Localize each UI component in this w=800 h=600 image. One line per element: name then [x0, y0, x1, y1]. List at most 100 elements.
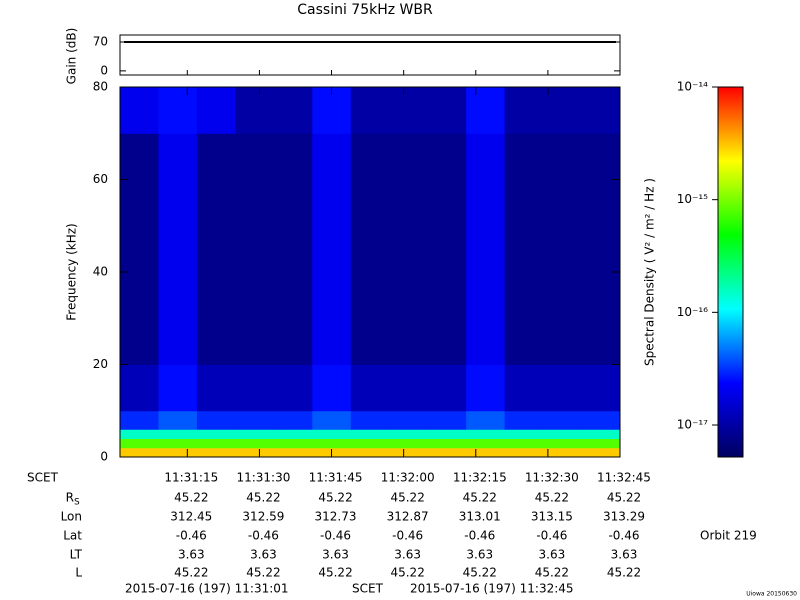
ephemeris-value: 11:31:45 [309, 471, 363, 485]
row-label: LT [70, 548, 83, 562]
spectrogram-cell [196, 438, 236, 449]
spectrogram-cell [389, 133, 429, 180]
colorbar-tick-label: 10⁻¹⁵ [677, 192, 708, 206]
spectrogram-cell [427, 410, 467, 430]
ephemeris-value: -0.46 [536, 529, 567, 543]
spectrogram-cell [312, 429, 352, 439]
orbit-label: Orbit 219 [700, 529, 757, 543]
row-label: Lat [63, 529, 82, 543]
gain-tick-label: 70 [93, 35, 108, 49]
spectrogram-cell [120, 133, 159, 180]
spectrogram-cell [350, 410, 390, 430]
spectrogram-cell [581, 179, 621, 273]
spectrogram-cell [581, 429, 621, 439]
gain-tick-label: 0 [100, 63, 108, 77]
ephemeris-value: 45.22 [318, 566, 352, 580]
spectrogram-cell [312, 133, 352, 180]
ephemeris-value: -0.46 [464, 529, 495, 543]
y-tick-label: 0 [100, 450, 108, 464]
spectrogram-cell [543, 429, 583, 439]
ephemeris-value: 3.63 [466, 548, 493, 562]
y-axis-label: Frequency (kHz) [65, 223, 79, 320]
spectrogram-cell [427, 438, 467, 449]
spectrogram-cell [427, 87, 467, 134]
spectrogram-cell [235, 133, 275, 180]
spectrogram-cell [273, 87, 313, 134]
spectrogram-cell [196, 133, 236, 180]
spectrogram-cell [581, 438, 621, 449]
ephemeris-value: 45.22 [390, 491, 424, 505]
spectrogram-cell [466, 438, 506, 449]
spectrogram-cell [235, 179, 275, 273]
ephemeris-value: -0.46 [320, 529, 351, 543]
spectrogram-cell [389, 179, 429, 273]
spectrogram-cell [312, 272, 352, 365]
ephemeris-value: 11:31:15 [164, 471, 218, 485]
spectrogram-cell [196, 272, 236, 365]
spectrogram-cell [504, 87, 544, 134]
y-tick-label: 80 [93, 80, 108, 94]
spectrogram-cell [504, 272, 544, 365]
spectrogram-cell [273, 410, 313, 430]
spectrogram-cell [196, 447, 236, 458]
spectrogram-cell [158, 429, 198, 439]
start-label: 2015-07-16 (197) 11:31:01 [125, 582, 289, 596]
ephemeris-value: -0.46 [176, 529, 207, 543]
gain-frame [119, 34, 621, 76]
spectrogram-cell [158, 87, 198, 134]
spectrogram-cell [389, 438, 429, 449]
spectrogram-cell [196, 179, 236, 273]
spectrogram-cell [235, 429, 275, 439]
ephemeris-value: 45.22 [463, 491, 497, 505]
ephemeris-value: -0.46 [392, 529, 423, 543]
ephemeris-value: 11:32:45 [597, 471, 651, 485]
y-tick-label: 40 [93, 265, 108, 279]
ephemeris-value: 45.22 [174, 491, 208, 505]
spectrogram-cell [427, 133, 467, 180]
y-tick-label: 60 [93, 172, 108, 186]
spectrogram-cell [235, 272, 275, 365]
ephemeris-value: 45.22 [246, 491, 280, 505]
ephemeris-value: 313.15 [531, 510, 573, 524]
ephemeris-value: -0.46 [248, 529, 279, 543]
spectrogram-cell [466, 447, 506, 458]
spectrogram-cell [235, 410, 275, 430]
ephemeris-value: 45.22 [463, 566, 497, 580]
spectrogram-cell [581, 87, 621, 134]
credit: Uiowa 20150630 [746, 591, 797, 598]
spectrogram-cell [504, 429, 544, 439]
spectrogram-cell [273, 133, 313, 180]
spectrogram-cell [504, 179, 544, 273]
spectrogram-cell [466, 364, 506, 412]
ephemeris-value: 45.22 [318, 491, 352, 505]
spectrogram-cell [120, 410, 159, 430]
spectrogram-cell [158, 133, 198, 180]
colorbar-tick-label: 10⁻¹⁷ [677, 418, 708, 432]
spectrogram-cell [120, 438, 159, 449]
spectrogram-cell [466, 133, 506, 180]
spectrogram-cell [427, 272, 467, 365]
ephemeris-value: 45.22 [246, 566, 280, 580]
ephemeris-value: 11:32:30 [525, 471, 579, 485]
ephemeris-value: 45.22 [390, 566, 424, 580]
spectrogram-cell [350, 429, 390, 439]
spectrogram-cell [158, 364, 198, 412]
ephemeris-value: 312.73 [315, 510, 357, 524]
spectrogram-cell [235, 447, 275, 458]
spectrogram-cell [466, 179, 506, 273]
spectrogram-cell [389, 447, 429, 458]
spectrogram-cell [120, 364, 159, 412]
spectrogram-cell [120, 447, 159, 458]
spectrogram-cell [312, 410, 352, 430]
ephemeris-value: 3.63 [178, 548, 205, 562]
spectrogram-cell [120, 179, 159, 273]
spectrogram-cell [196, 364, 236, 412]
spectrogram-cell [196, 87, 236, 134]
spectrogram-cell [350, 87, 390, 134]
colorbar [717, 86, 744, 458]
spectrogram-cell [312, 438, 352, 449]
spectrogram-cell [158, 438, 198, 449]
spectrogram-cell [543, 179, 583, 273]
ephemeris-value: 3.63 [250, 548, 277, 562]
ephemeris-value: 312.45 [170, 510, 212, 524]
